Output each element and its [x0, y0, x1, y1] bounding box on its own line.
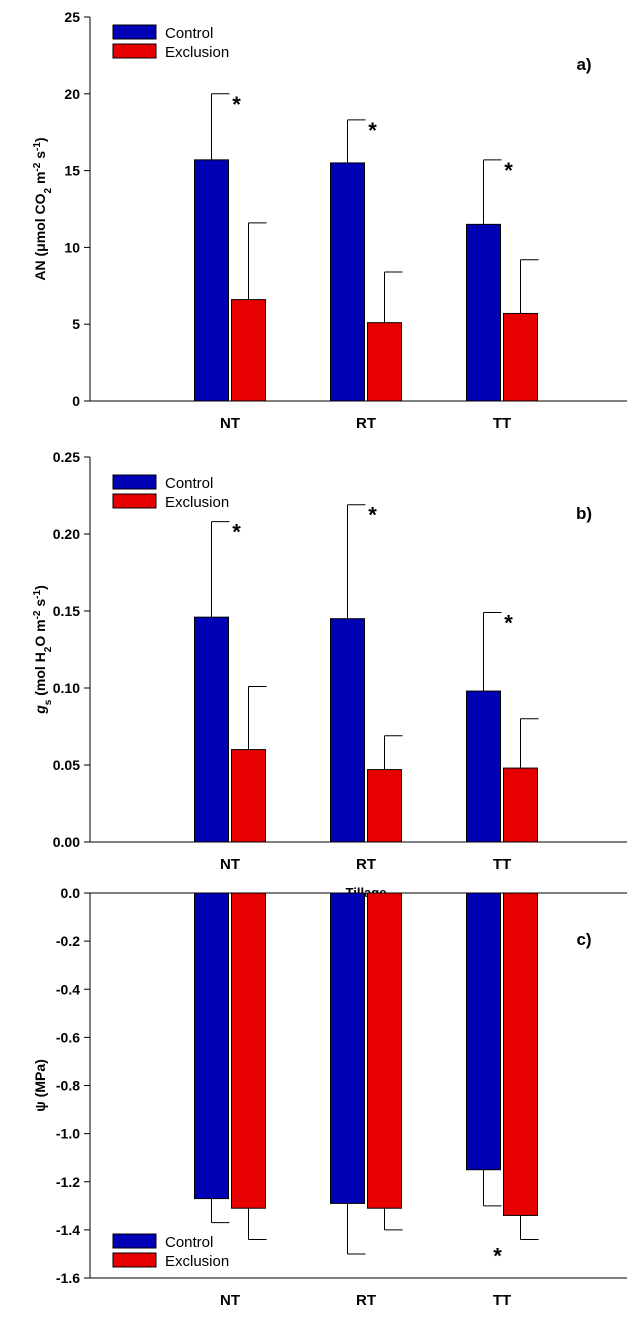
y-axis-label: gs (mol H2O m-2 s-1) [32, 585, 54, 715]
chart-panel-1: * * * 0 5 10 15 20 25 NT RT TT a) Control Exclusion AN … [32, 9, 627, 432]
y-tick-label: 0.25 [53, 449, 80, 465]
y-tick-label: 0.15 [53, 603, 80, 619]
significance-asterisk: * [368, 118, 377, 143]
bar-exclusion-nt [231, 892, 266, 1209]
y-axis-label-part: s [32, 599, 48, 611]
bar-exclusion-nt [231, 299, 266, 402]
significance-asterisk: * [493, 1244, 502, 1269]
y-tick-label: -0.4 [56, 981, 80, 997]
y-tick-label: 0.00 [53, 834, 80, 850]
bar-control-rt [330, 162, 365, 402]
y-axis-label: AN (μmol CO2 m-2 s-1) [32, 137, 54, 280]
x-tick-label: RT [356, 856, 376, 873]
y-tick-label: -1.2 [56, 1174, 80, 1190]
y-tick-label: 0.05 [53, 757, 80, 773]
bar-exclusion-tt [503, 312, 538, 402]
bar-control-nt [194, 892, 229, 1200]
y-axis-label-part: g [32, 705, 48, 715]
chart-panel-3: * 0.0 -0.2 -0.4 -0.6 -0.8 -1.0 -1.2 -1.4 -1.6 NT RT… [32, 885, 627, 1309]
y-tick-label: 0.20 [53, 526, 80, 542]
bar-exclusion-tt [503, 892, 538, 1216]
legend-swatch-exclusion [112, 43, 157, 59]
y-axis-label-part: -1 [32, 589, 43, 598]
bar-control-rt [330, 618, 365, 843]
y-axis-label-part: m [32, 172, 48, 188]
significance-asterisk: * [504, 611, 513, 636]
panel-label: b) [576, 504, 592, 523]
y-tick-label: -0.8 [56, 1078, 80, 1094]
y-tick-label: 5 [72, 316, 80, 332]
y-tick-label: -1.0 [56, 1126, 80, 1142]
legend-label: Control [165, 475, 213, 492]
bar-exclusion-tt [503, 767, 538, 843]
bar-control-nt [194, 159, 229, 402]
x-tick-label: TT [493, 856, 511, 873]
x-tick-label: RT [356, 1292, 376, 1309]
y-axis-label-part: AN ( [32, 251, 48, 280]
significance-asterisk: * [232, 520, 241, 545]
bar-control-nt [194, 616, 229, 843]
y-axis-label-part: -2 [32, 610, 43, 619]
y-axis-label-part: 2 [43, 646, 54, 652]
y-axis-label-part: -2 [32, 162, 43, 171]
significance-asterisk: * [232, 92, 241, 117]
significance-asterisk: * [368, 503, 377, 528]
bar-control-rt [330, 892, 365, 1204]
y-axis-label-part: ψ [32, 1101, 48, 1112]
y-axis-label-part: O m [32, 619, 48, 646]
y-axis-label-part: s [32, 151, 48, 163]
y-tick-label: -0.2 [56, 933, 80, 949]
legend-swatch-control [112, 24, 157, 40]
y-tick-label: -1.6 [56, 1270, 80, 1286]
panel-label: a) [576, 55, 591, 74]
y-axis-label: ψ (MPa) [32, 1059, 48, 1112]
legend-label: Exclusion [165, 494, 229, 511]
y-tick-label: 0 [72, 393, 80, 409]
bar-control-tt [466, 892, 501, 1171]
y-tick-label: 25 [64, 9, 80, 25]
x-tick-label: TT [493, 1292, 511, 1309]
y-axis-label-part: (mol H [32, 652, 48, 699]
bar-control-tt [466, 690, 501, 843]
x-tick-label: TT [493, 415, 511, 432]
legend-label: Control [165, 1234, 213, 1251]
y-tick-label: 20 [64, 86, 80, 102]
bar-exclusion-rt [367, 769, 402, 843]
x-tick-label: RT [356, 415, 376, 432]
bar-exclusion-nt [231, 749, 266, 843]
y-axis-label-part: -1 [32, 142, 43, 151]
legend-swatch-control [112, 474, 157, 490]
y-tick-label: 0.0 [61, 885, 81, 901]
y-axis-label-part: μ [32, 243, 48, 252]
y-tick-label: 10 [64, 239, 80, 255]
legend-label: Control [165, 25, 213, 42]
y-axis-label-part: ) [32, 137, 48, 142]
y-axis-label-part: s [43, 699, 54, 705]
y-tick-label: -1.4 [56, 1222, 80, 1238]
significance-asterisk: * [504, 158, 513, 183]
legend-swatch-exclusion [112, 1252, 157, 1268]
bar-exclusion-rt [367, 892, 402, 1209]
legend-label: Exclusion [165, 1253, 229, 1270]
legend-swatch-exclusion [112, 493, 157, 509]
bar-exclusion-rt [367, 322, 402, 402]
y-tick-label: -0.6 [56, 1029, 80, 1045]
y-axis-label-part: (MPa) [32, 1059, 48, 1101]
x-tick-label: NT [220, 415, 240, 432]
x-tick-label: NT [220, 856, 240, 873]
y-axis-label-part: mol CO [32, 193, 48, 243]
panel-label: c) [576, 930, 591, 949]
y-axis-label-part: 2 [43, 187, 54, 193]
y-tick-label: 15 [64, 163, 80, 179]
legend-swatch-control [112, 1233, 157, 1249]
y-tick-label: 0.10 [53, 680, 80, 696]
x-tick-label: NT [220, 1292, 240, 1309]
y-axis-label-part: ) [32, 585, 48, 590]
legend-label: Exclusion [165, 44, 229, 61]
bar-control-tt [466, 223, 501, 402]
